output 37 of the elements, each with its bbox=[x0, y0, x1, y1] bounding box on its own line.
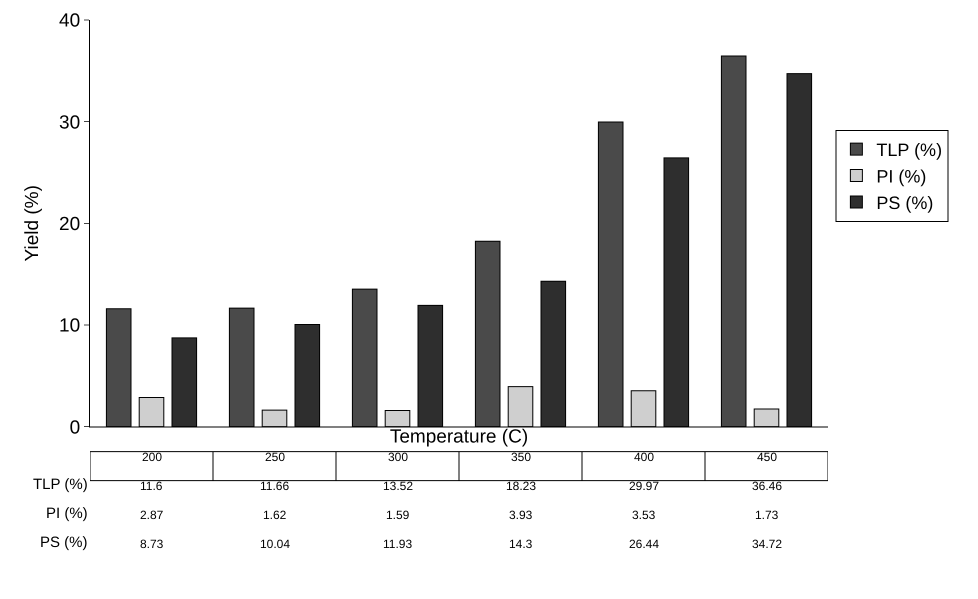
data-label: 1.73 bbox=[755, 508, 779, 522]
data-label: 11.6 bbox=[140, 479, 163, 493]
x-tick-label: 450 bbox=[757, 450, 778, 464]
legend-label: PS (%) bbox=[876, 192, 934, 213]
text: PI (%) bbox=[46, 505, 88, 522]
x-tick-label: 250 bbox=[265, 450, 286, 464]
y-tick-label: 30 bbox=[59, 112, 80, 134]
data-label: 14.3 bbox=[509, 537, 533, 551]
legend-label: TLP (%) bbox=[876, 140, 942, 160]
y-tick-label: 40 bbox=[59, 10, 80, 32]
data-label: 34.72 bbox=[752, 537, 782, 551]
text: TLP (%) bbox=[33, 476, 88, 493]
x-tick-label: 350 bbox=[511, 450, 532, 464]
y-tick-label: 10 bbox=[59, 316, 80, 337]
data-label: 11.93 bbox=[383, 537, 412, 551]
data-label: 11.66 bbox=[260, 479, 290, 493]
x-tick-label: 300 bbox=[388, 450, 408, 464]
y-tick-label: 20 bbox=[59, 214, 80, 235]
x-tick-label: 200 bbox=[142, 450, 162, 464]
y-axis-title: Yield (%) bbox=[22, 185, 43, 262]
data-label: 29.97 bbox=[629, 479, 660, 493]
data-label: 18.23 bbox=[506, 479, 536, 493]
data-label: 8.73 bbox=[140, 537, 164, 551]
data-label: 13.52 bbox=[383, 479, 414, 493]
data-label: 3.93 bbox=[509, 508, 533, 522]
x-tick-label: 400 bbox=[634, 450, 654, 464]
legend-label: PI (%) bbox=[876, 166, 926, 187]
data-label: 3.53 bbox=[632, 508, 656, 522]
data-label: 36.46 bbox=[752, 479, 782, 493]
data-label: 10.04 bbox=[260, 537, 290, 551]
data-label: 26.44 bbox=[629, 537, 660, 551]
data-label: 1.59 bbox=[386, 508, 410, 522]
x-axis-title: Temperature (C) bbox=[390, 426, 528, 448]
y-tick-label: 0 bbox=[70, 417, 80, 438]
text: PS (%) bbox=[40, 534, 88, 551]
data-label: 1.62 bbox=[263, 508, 287, 522]
data-label: 2.87 bbox=[140, 508, 164, 522]
